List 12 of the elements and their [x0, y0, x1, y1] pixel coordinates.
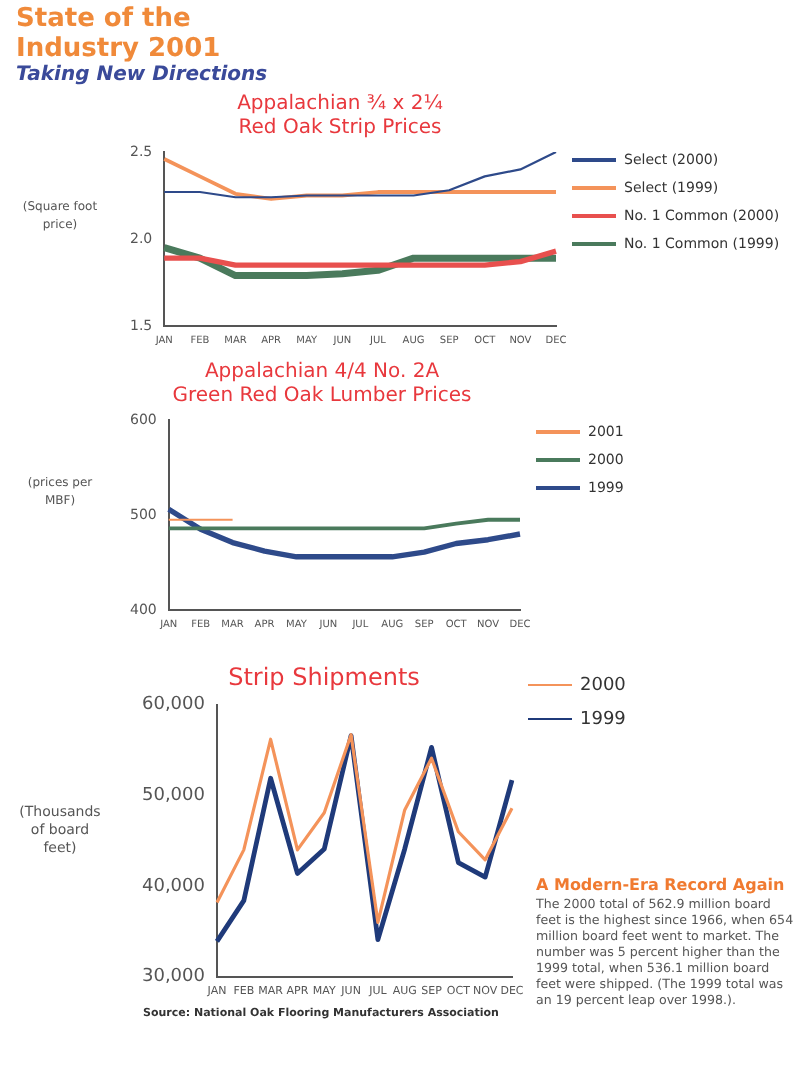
y-tick-label: 30,000 — [141, 967, 206, 988]
chart-title: Appalachian 4/4 No. 2A Green Red Oak Lumber Prices — [172, 361, 472, 408]
legend-label: 2000 — [580, 675, 626, 695]
y-tick-label: 60,000 — [141, 695, 206, 716]
text: State of the Industry 2001 — [16, 4, 223, 64]
y-tick-label: 50,000 — [141, 786, 206, 807]
y-tick-label: 40,000 — [141, 876, 206, 897]
text: A Modern-Era Record Again — [536, 876, 787, 894]
chart-title: Strip Shipments — [228, 662, 420, 691]
legend-label: 1999 — [580, 709, 626, 729]
chart-title: Appalachian ¾ x 2¼ Red Oak Strip Prices — [237, 93, 444, 140]
text: Taking New Directions — [16, 64, 270, 86]
